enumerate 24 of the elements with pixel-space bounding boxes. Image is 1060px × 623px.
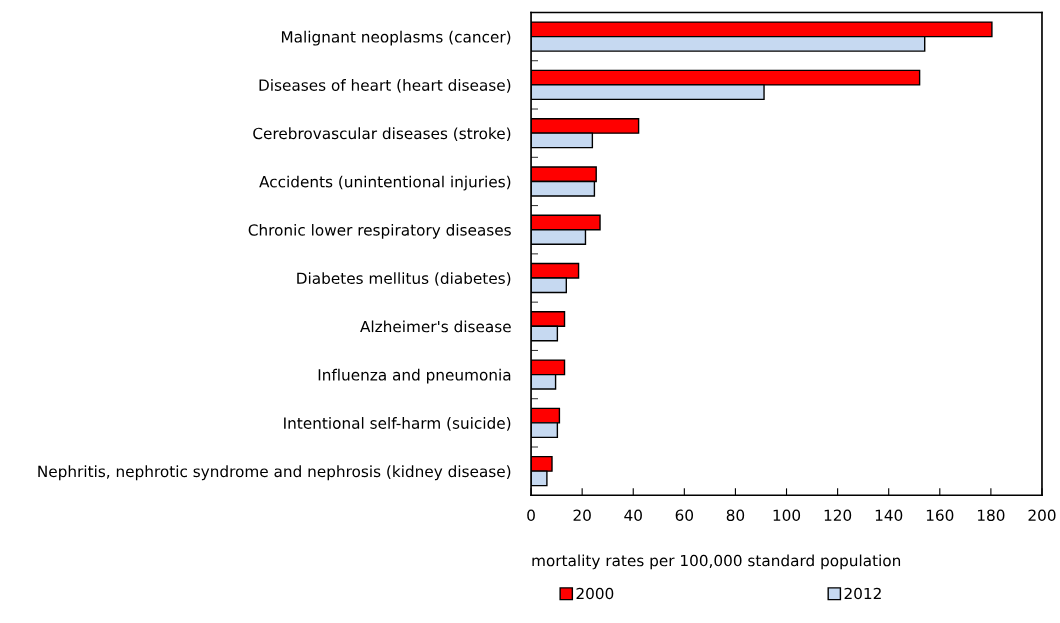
x-tick-label: 160: [926, 509, 954, 521]
x-tick-label: 20: [573, 509, 591, 521]
y-tick-label: Cerebrovascular diseases (stroke): [253, 127, 511, 141]
x-tick-label: 0: [527, 509, 535, 521]
x-tick-label: 140: [875, 509, 903, 521]
y-tick-label: Malignant neoplasms (cancer): [281, 30, 511, 46]
legend-label: 2000: [576, 587, 614, 600]
x-axis-title: mortality rates per 100,000 standard population: [532, 554, 901, 570]
y-tick-label: Influenza and pneumonia: [318, 368, 511, 384]
y-tick-label: Chronic lower respiratory diseases: [248, 223, 511, 239]
y-tick-label: Accidents (unintentional injuries): [259, 175, 511, 191]
y-tick-label: Diabetes mellitus (diabetes): [297, 272, 511, 286]
x-tick-label: 80: [726, 509, 745, 521]
x-tick-label: 120: [824, 509, 852, 521]
x-tick-label: 40: [624, 509, 642, 521]
legend-label: 2012: [844, 587, 881, 600]
y-tick-label: Alzheimer's disease: [360, 320, 511, 333]
y-tick-label: Diseases of heart (heart disease): [259, 79, 511, 93]
y-tick-label: Nephritis, nephrotic syndrome and nephrosis (kidney disease): [38, 465, 511, 481]
y-tick-label: Intentional self-harm (suicide): [284, 417, 511, 431]
x-tick-label: 60: [675, 509, 694, 521]
x-tick-label: 180: [977, 509, 1005, 521]
x-tick-label: 200: [1028, 509, 1056, 521]
x-tick-label: 100: [773, 509, 801, 521]
